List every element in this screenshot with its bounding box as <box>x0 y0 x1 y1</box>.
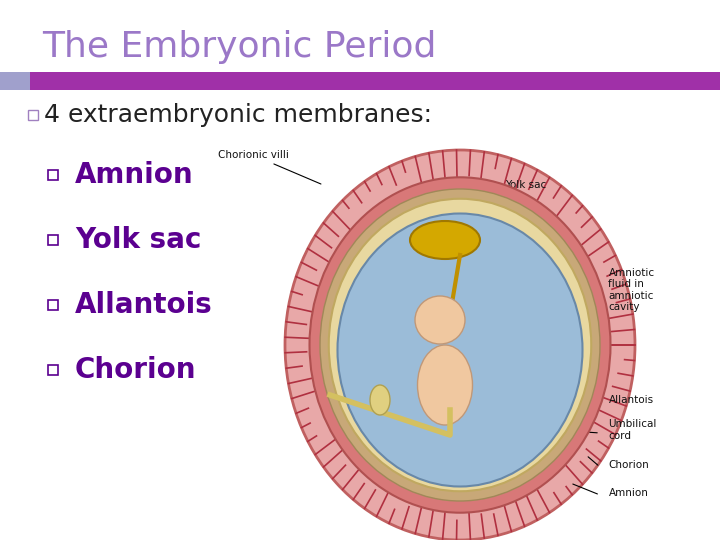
Text: Yolk sac: Yolk sac <box>75 226 202 254</box>
Text: Chorionic villi: Chorionic villi <box>217 150 321 184</box>
FancyBboxPatch shape <box>48 235 58 245</box>
Text: Allantois: Allantois <box>75 291 212 319</box>
Ellipse shape <box>418 345 472 425</box>
FancyBboxPatch shape <box>48 300 58 310</box>
Ellipse shape <box>415 296 465 344</box>
FancyBboxPatch shape <box>48 365 58 375</box>
Text: Allantois: Allantois <box>608 395 654 405</box>
Text: 4 extraembryonic membranes:: 4 extraembryonic membranes: <box>44 103 432 127</box>
FancyBboxPatch shape <box>30 72 720 90</box>
Ellipse shape <box>320 189 600 501</box>
Ellipse shape <box>310 177 611 512</box>
Ellipse shape <box>370 385 390 415</box>
Text: The Embryonic Period: The Embryonic Period <box>42 30 436 64</box>
Text: Amnion: Amnion <box>608 488 649 498</box>
Text: Chorion: Chorion <box>608 460 649 470</box>
Ellipse shape <box>338 213 582 487</box>
Text: Yolk sac: Yolk sac <box>472 180 546 230</box>
Ellipse shape <box>285 150 635 540</box>
Ellipse shape <box>329 199 591 491</box>
Ellipse shape <box>410 221 480 259</box>
Text: Chorion: Chorion <box>75 356 197 384</box>
FancyBboxPatch shape <box>28 110 38 120</box>
FancyBboxPatch shape <box>48 170 58 180</box>
Text: Amniotic
fluid in
amniotic
cavity: Amniotic fluid in amniotic cavity <box>608 268 654 313</box>
Text: Umbilical
cord: Umbilical cord <box>608 419 657 441</box>
Text: Amnion: Amnion <box>75 161 194 189</box>
FancyBboxPatch shape <box>0 72 30 90</box>
